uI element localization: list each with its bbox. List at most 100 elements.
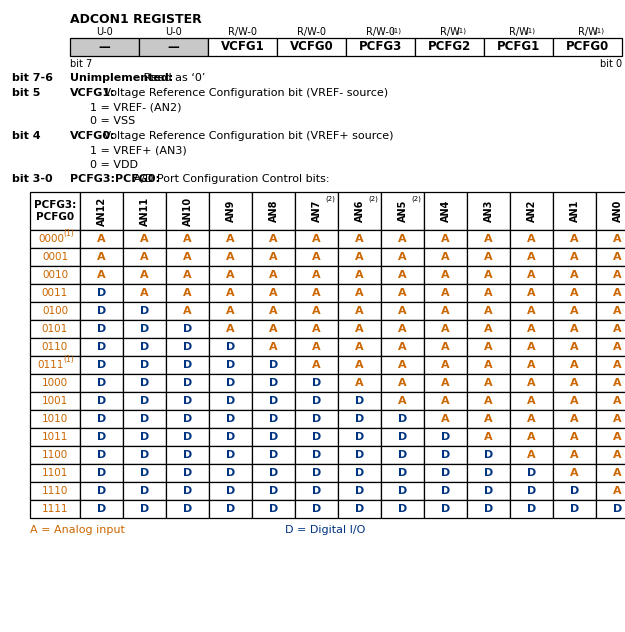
Text: 0101: 0101 bbox=[42, 324, 68, 334]
Bar bbox=[510, 464, 553, 482]
Bar bbox=[381, 410, 424, 428]
Text: A: A bbox=[528, 252, 536, 262]
Text: D: D bbox=[312, 486, 321, 496]
Text: D: D bbox=[140, 342, 149, 352]
Bar bbox=[80, 446, 123, 464]
Text: D: D bbox=[140, 360, 149, 370]
Text: D: D bbox=[441, 450, 450, 460]
Text: D: D bbox=[97, 504, 106, 514]
Text: AN6: AN6 bbox=[354, 200, 364, 222]
Bar bbox=[510, 446, 553, 464]
Text: AN9: AN9 bbox=[226, 200, 236, 222]
Text: R/W-0: R/W-0 bbox=[366, 27, 395, 37]
Text: A: A bbox=[570, 450, 579, 460]
Bar bbox=[166, 464, 209, 482]
Bar bbox=[596, 446, 625, 464]
Bar bbox=[553, 192, 596, 230]
Text: A: A bbox=[398, 324, 407, 334]
Text: D: D bbox=[312, 504, 321, 514]
Bar bbox=[295, 284, 338, 302]
Bar bbox=[166, 266, 209, 284]
Bar bbox=[510, 338, 553, 356]
Bar bbox=[30, 428, 80, 446]
Bar bbox=[209, 500, 252, 518]
Bar bbox=[510, 392, 553, 410]
Bar bbox=[166, 302, 209, 320]
Text: D: D bbox=[226, 504, 235, 514]
Bar bbox=[338, 410, 381, 428]
Bar bbox=[596, 320, 625, 338]
Bar bbox=[123, 482, 166, 500]
Bar bbox=[166, 392, 209, 410]
Text: (2): (2) bbox=[411, 196, 421, 202]
Text: A: A bbox=[613, 432, 622, 442]
Text: A: A bbox=[570, 252, 579, 262]
Text: A: A bbox=[269, 270, 278, 280]
Bar bbox=[80, 482, 123, 500]
Text: A: A bbox=[183, 306, 192, 316]
Text: A: A bbox=[484, 270, 493, 280]
Text: A: A bbox=[484, 306, 493, 316]
Text: A: A bbox=[441, 342, 450, 352]
Bar bbox=[123, 248, 166, 266]
Bar bbox=[295, 192, 338, 230]
Text: A = Analog input: A = Analog input bbox=[30, 525, 125, 535]
Text: A: A bbox=[570, 468, 579, 478]
Bar bbox=[123, 302, 166, 320]
Text: VCFG1:: VCFG1: bbox=[70, 87, 116, 97]
Bar bbox=[467, 302, 510, 320]
Text: 1001: 1001 bbox=[42, 396, 68, 406]
Text: A: A bbox=[441, 378, 450, 388]
Text: AN4: AN4 bbox=[441, 200, 451, 222]
Text: A: A bbox=[613, 306, 622, 316]
Bar bbox=[252, 192, 295, 230]
Text: A: A bbox=[570, 342, 579, 352]
Bar bbox=[123, 284, 166, 302]
Bar bbox=[338, 284, 381, 302]
Bar bbox=[209, 392, 252, 410]
Bar bbox=[252, 302, 295, 320]
Text: A: A bbox=[613, 468, 622, 478]
Bar bbox=[252, 374, 295, 392]
Text: A: A bbox=[398, 360, 407, 370]
Bar bbox=[510, 302, 553, 320]
Text: D: D bbox=[97, 432, 106, 442]
Bar bbox=[30, 266, 80, 284]
Text: D: D bbox=[269, 468, 278, 478]
Text: D: D bbox=[398, 504, 407, 514]
Bar bbox=[209, 266, 252, 284]
Bar bbox=[381, 192, 424, 230]
Bar bbox=[295, 464, 338, 482]
Text: D: D bbox=[226, 396, 235, 406]
Bar bbox=[252, 464, 295, 482]
Text: D: D bbox=[269, 504, 278, 514]
Text: D: D bbox=[269, 414, 278, 424]
Bar bbox=[30, 320, 80, 338]
Bar bbox=[424, 302, 467, 320]
Text: A: A bbox=[140, 234, 149, 244]
Text: bit 0: bit 0 bbox=[600, 59, 622, 69]
Bar bbox=[295, 266, 338, 284]
Text: D: D bbox=[226, 342, 235, 352]
Text: ADCON1 REGISTER: ADCON1 REGISTER bbox=[70, 13, 202, 26]
Text: D: D bbox=[527, 468, 536, 478]
Bar bbox=[209, 464, 252, 482]
Bar bbox=[553, 284, 596, 302]
Text: A: A bbox=[613, 414, 622, 424]
Text: A: A bbox=[613, 252, 622, 262]
Bar bbox=[415, 38, 484, 56]
Text: A: A bbox=[613, 486, 622, 496]
Text: (1): (1) bbox=[391, 27, 401, 33]
Text: AN2: AN2 bbox=[526, 200, 536, 222]
Bar bbox=[596, 302, 625, 320]
Bar bbox=[553, 446, 596, 464]
Bar bbox=[553, 500, 596, 518]
Text: D: D bbox=[97, 288, 106, 298]
Bar bbox=[338, 500, 381, 518]
Text: A: A bbox=[484, 396, 493, 406]
Text: A: A bbox=[441, 288, 450, 298]
Text: D: D bbox=[355, 396, 364, 406]
Text: R/W-0: R/W-0 bbox=[297, 27, 326, 37]
Text: D: D bbox=[398, 486, 407, 496]
Text: A: A bbox=[226, 234, 235, 244]
